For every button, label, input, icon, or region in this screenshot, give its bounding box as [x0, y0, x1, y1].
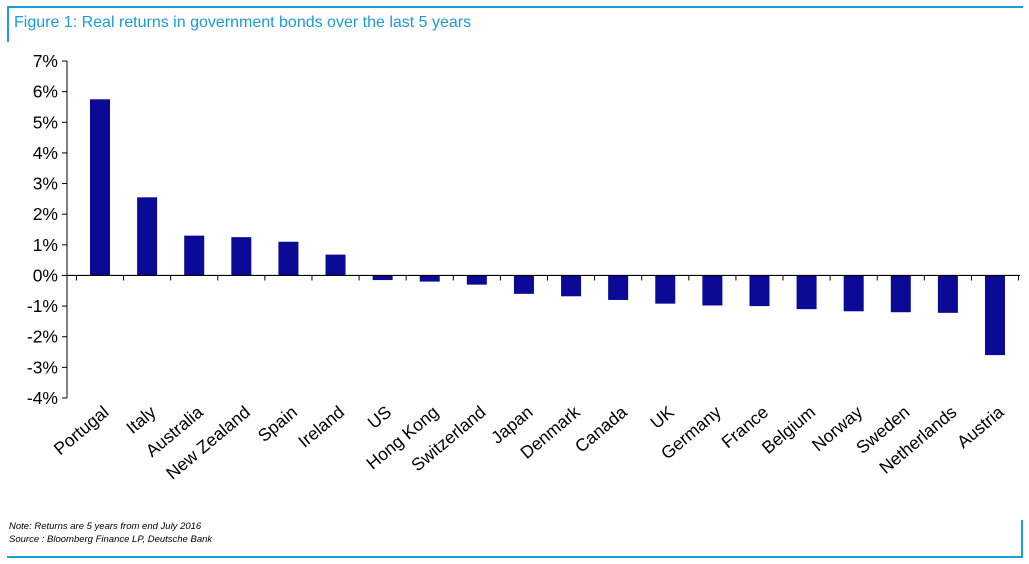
frame-bottom-border [7, 556, 1023, 558]
bar-ireland [325, 254, 346, 276]
frame-top-border [7, 6, 1023, 8]
bar-sweden [890, 275, 911, 313]
bar-germany [702, 275, 723, 306]
bar-denmark [561, 275, 582, 297]
x-tick-label: Spain [254, 402, 301, 446]
y-tick-label: -4% [27, 388, 58, 408]
y-tick-label: 6% [33, 82, 58, 102]
chart-title: Figure 1: Real returns in government bon… [14, 14, 472, 31]
bar-australia [184, 235, 205, 276]
y-tick-label: 2% [33, 204, 58, 224]
y-tick-label: 7% [33, 51, 58, 71]
y-tick-label: 4% [33, 143, 58, 163]
bar-belgium [796, 275, 817, 310]
bar-canada [608, 275, 629, 300]
x-tick-label: Belgium [758, 402, 819, 458]
x-tick-label: Portugal [50, 402, 113, 459]
chart-note: Note: Returns are 5 years from end July … [9, 521, 202, 532]
x-tick-label: UK [646, 402, 678, 433]
bar-hong-kong [419, 275, 440, 282]
x-tick-label: Canada [571, 402, 631, 457]
bar-norway [843, 275, 864, 312]
y-tick-label: -3% [27, 357, 58, 377]
y-tick-label: 3% [33, 174, 58, 194]
chart-source: Source : Bloomberg Finance LP, Deutsche … [9, 534, 213, 545]
y-tick-label: 1% [33, 235, 58, 255]
bar-japan [513, 275, 534, 294]
y-tick-label: 0% [33, 265, 58, 285]
bar-new-zealand [231, 237, 252, 276]
frame-right-border [1021, 520, 1023, 558]
frame-left-border [7, 6, 9, 42]
y-tick-label: 5% [33, 112, 58, 132]
x-tick-label: Austria [953, 402, 1008, 453]
bar-spain [278, 241, 299, 276]
bar-portugal [90, 99, 110, 276]
y-tick-label: -2% [27, 327, 58, 347]
x-tick-label: Ireland [294, 402, 348, 452]
bar-switzerland [466, 275, 487, 285]
bar-uk [655, 275, 676, 304]
bar-netherlands [937, 275, 958, 313]
x-tick-label: US [364, 402, 395, 433]
bar-us [372, 275, 393, 281]
bar-france [749, 275, 770, 307]
bar-austria [985, 275, 1005, 356]
bar-italy [137, 197, 158, 276]
x-tick-label: Italy [122, 402, 160, 438]
y-tick-label: -1% [27, 296, 58, 316]
